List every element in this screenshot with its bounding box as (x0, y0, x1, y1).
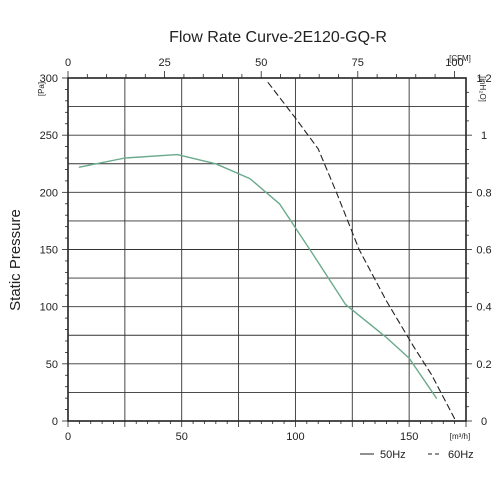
y-left-tick-label: 150 (40, 245, 58, 257)
series-line-50hz (78, 153, 438, 399)
chart-title: Flow Rate Curve-2E120-GQ-R (169, 29, 387, 46)
y-right-tick-label: 0.6 (476, 245, 491, 257)
y-right-tick-label: 0.4 (476, 302, 491, 314)
chart-tick-labels: 0 50 100 150 0 25 50 75 100 0 50 100 150 200 250 300 0 0.… (40, 57, 492, 443)
y-right-tick-label: 0.2 (476, 359, 491, 371)
chart-grid (62, 71, 472, 427)
y-axis-label: Static Pressure (7, 209, 24, 311)
y-right-unit: [inH₂O] (478, 76, 487, 102)
x-bottom-tick-label: 50 (176, 431, 188, 443)
y-right-tick-label: 1 (481, 130, 487, 142)
x-bottom-tick-label: 100 (286, 431, 304, 443)
x-top-tick-label: 100 (445, 57, 463, 69)
legend-label-50hz: 50Hz (380, 449, 406, 461)
y-left-tick-label: 250 (40, 130, 58, 142)
x-bottom-tick-label: 0 (65, 431, 71, 443)
y-left-tick-label: 100 (40, 302, 58, 314)
y-right-tick-label: 1.2 (476, 73, 491, 85)
series-line-60hz (267, 82, 456, 420)
x-bottom-unit: [m³/h] (450, 432, 470, 441)
x-top-unit: [CFM] (449, 54, 471, 63)
x-top-tick-label: 25 (158, 57, 170, 69)
y-left-tick-label: 0 (52, 416, 58, 428)
chart-legend: 50Hz 60Hz (360, 449, 474, 461)
legend-label-60hz: 60Hz (448, 449, 474, 461)
y-right-tick-label: 0 (481, 416, 487, 428)
y-left-unit: [Pa] (37, 82, 46, 96)
y-left-tick-label: 200 (40, 187, 58, 199)
x-top-tick-label: 0 (65, 57, 71, 69)
y-left-tick-label: 50 (46, 359, 58, 371)
y-left-tick-label: 300 (40, 73, 58, 85)
x-top-tick-label: 50 (255, 57, 267, 69)
x-top-tick-label: 75 (352, 57, 364, 69)
y-right-tick-label: 0.8 (476, 187, 491, 199)
x-bottom-tick-label: 150 (400, 431, 418, 443)
chart-series (78, 82, 456, 420)
